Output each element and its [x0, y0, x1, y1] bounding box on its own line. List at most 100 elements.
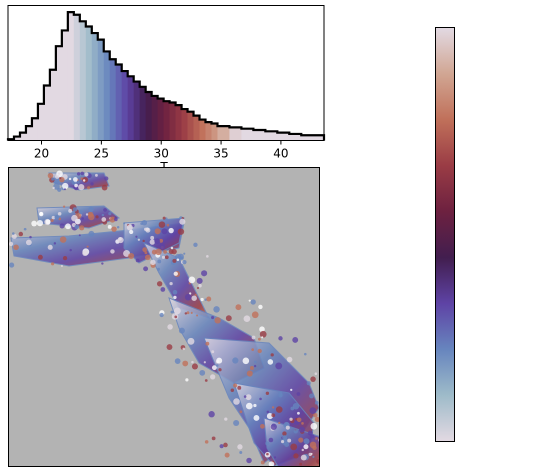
lava-texture-speck [18, 231, 24, 237]
lava-texture-speck [168, 227, 174, 234]
lava-texture-speck [218, 368, 222, 372]
lava-texture-speck [223, 442, 228, 448]
lava-texture-speck [167, 324, 173, 330]
lava-texture-speck [57, 172, 61, 175]
lava-texture-speck [79, 225, 85, 231]
lava-texture-speck [198, 283, 202, 288]
lava-texture-speck [273, 456, 277, 459]
lava-texture-speck [184, 293, 192, 301]
lava-texture-speck [74, 183, 78, 188]
lava-texture-speck [62, 255, 68, 261]
histogram-bin [145, 92, 153, 141]
lava-texture-speck [271, 413, 276, 418]
lava-texture-speck [310, 422, 318, 430]
histogram-bin [175, 105, 182, 141]
lava-texture-speck [50, 218, 54, 223]
lava-texture-speck [141, 219, 148, 226]
lava-texture-speck [306, 381, 311, 386]
lava-texture-speck [259, 397, 262, 401]
lava-texture-speck [78, 234, 81, 237]
lava-texture-speck [57, 211, 62, 216]
lava-texture-speck [266, 410, 270, 414]
lava-texture-speck [95, 215, 99, 219]
histogram-bin [193, 115, 200, 141]
lava-texture-speck [201, 270, 208, 277]
lava-texture-speck [224, 452, 230, 458]
histogram-bin [217, 126, 230, 141]
lava-texture-speck [88, 206, 94, 213]
lava-texture-speck [71, 214, 78, 222]
lava-texture-speck [87, 211, 94, 218]
lava-texture-speck [129, 229, 134, 235]
colorbar [435, 27, 455, 442]
histogram-bin [91, 33, 99, 141]
lava-texture-speck [123, 222, 126, 225]
lava-texture-speck [104, 176, 109, 181]
lava-texture-speck [157, 259, 162, 264]
lava-texture-speck [193, 242, 198, 248]
lava-flow-region [9, 170, 319, 466]
lava-texture-speck [110, 249, 115, 254]
histogram-bin [151, 95, 159, 141]
lava-texture-speck [233, 419, 240, 427]
histogram-bin [229, 127, 242, 141]
lava-texture-speck [159, 312, 164, 318]
lava-texture-speck [145, 227, 151, 233]
lava-texture-speck [191, 363, 198, 370]
lava-texture-speck [173, 295, 177, 300]
lava-texture-speck [224, 417, 228, 421]
lava-texture-speck [296, 417, 302, 423]
lava-texture-speck [174, 315, 178, 319]
lava-texture-speck [82, 250, 89, 257]
lava-texture-speck [154, 238, 161, 245]
lava-texture-speck [275, 406, 283, 413]
lava-texture-speck [266, 413, 274, 420]
lava-texture-speck [160, 287, 166, 292]
lava-texture-speck [253, 364, 257, 368]
lava-texture-speck [150, 259, 156, 266]
x-tick-label: 30 [154, 147, 169, 161]
histogram-bin [301, 135, 325, 141]
lava-texture-speck [253, 415, 260, 421]
x-axis-label: T [159, 160, 168, 168]
lava-texture-speck [182, 259, 187, 265]
lava-texture-speck [280, 440, 285, 444]
lava-texture-speck [140, 222, 143, 225]
lava-texture-speck [260, 423, 265, 429]
lava-texture-speck [174, 358, 181, 364]
lava-texture-speck [162, 216, 166, 220]
lava-texture-speck [265, 441, 270, 446]
lava-texture-speck [208, 411, 215, 418]
lava-texture-speck [297, 411, 300, 415]
lava-texture-speck [313, 412, 318, 418]
lava-texture-speck [296, 392, 301, 396]
lava-texture-speck [157, 267, 160, 271]
lava-texture-speck [114, 217, 118, 222]
lava-texture-speck [188, 276, 196, 284]
lava-texture-speck [270, 423, 277, 430]
lava-texture-speck [258, 304, 263, 310]
lava-texture-speck [245, 394, 252, 401]
lava-texture-speck [271, 406, 275, 409]
lava-texture-speck [301, 422, 304, 425]
lava-texture-speck [186, 311, 190, 315]
lava-texture-speck [179, 218, 186, 225]
lava-texture-speck [81, 217, 84, 220]
lava-texture-speck [285, 425, 290, 430]
lava-texture-speck [9, 241, 14, 247]
lava-texture-speck [265, 391, 270, 395]
lava-texture-speck [219, 444, 224, 449]
lava-texture-speck [73, 177, 78, 182]
lava-texture-speck [116, 226, 120, 229]
lava-texture-speck [52, 177, 60, 184]
x-tick-label: 35 [213, 147, 228, 161]
lava-texture-speck [183, 252, 186, 255]
lava-texture-speck [54, 215, 60, 220]
lava-texture-speck [309, 407, 317, 414]
lava-texture-speck [298, 426, 305, 433]
lava-texture-speck [59, 177, 62, 180]
x-tick-label: 40 [273, 147, 288, 161]
histogram-bin [49, 69, 57, 141]
temperature-histogram: 20 25 30 35 40 T [6, 5, 326, 168]
lava-texture-speck [282, 431, 287, 436]
